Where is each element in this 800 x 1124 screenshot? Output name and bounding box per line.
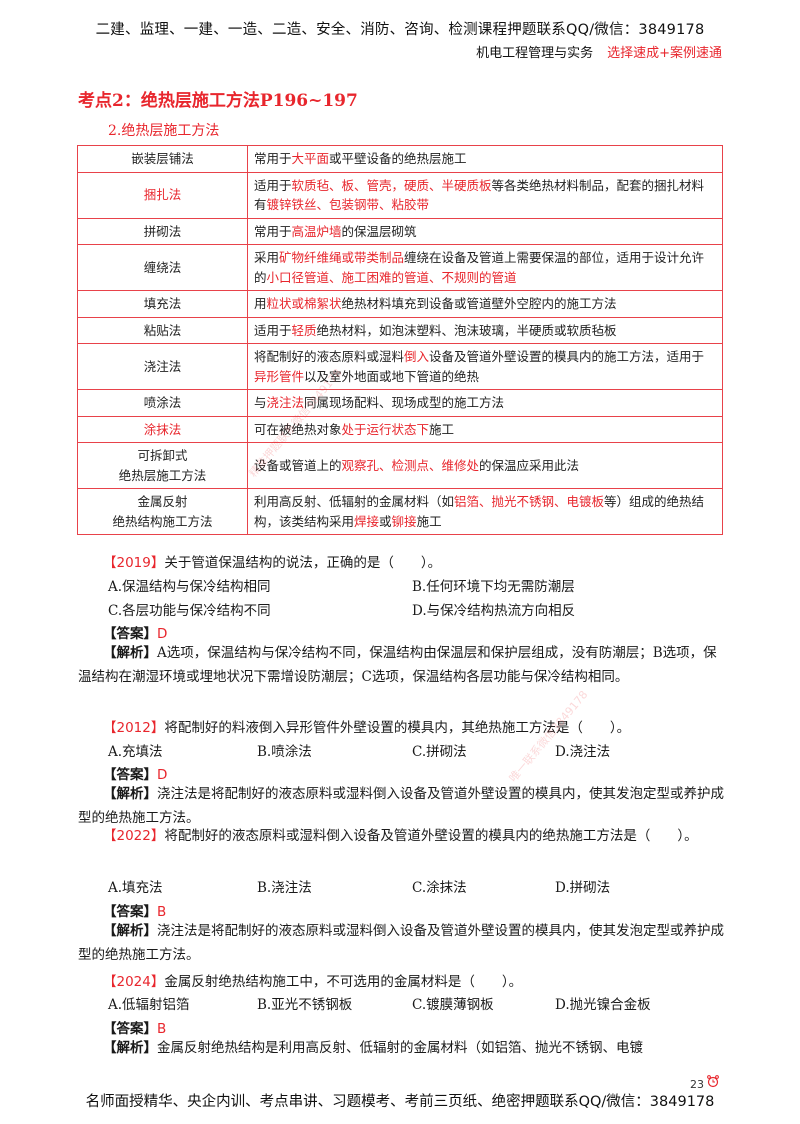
- option-b: B.任何环境下均无需防潮层: [412, 579, 575, 595]
- method-description: 常用于大平面或平壁设备的绝热层施工: [247, 145, 723, 173]
- option-c: C.拼砌法: [412, 744, 467, 760]
- option-a: A.填充法: [108, 880, 163, 896]
- method-name: 涂抹法: [77, 415, 248, 443]
- option-b: B.喷涂法: [257, 744, 312, 760]
- method-description: 可在被绝热对象处于运行状态下施工: [247, 415, 723, 443]
- option-a: A.低辐射铝箔: [108, 997, 190, 1013]
- option-d: D.拼砌法: [555, 880, 611, 896]
- method-description: 采用矿物纤维绳或带类制品缠绕在设备及管道上需要保温的部位，适用于设计允许的小口径…: [247, 244, 723, 291]
- question-year: 【2012】: [103, 720, 165, 736]
- option-d: D.抛光镍合金板: [555, 997, 651, 1013]
- alarm-clock-icon: [707, 1075, 719, 1088]
- table-row: 缠绕法 采用矿物纤维绳或带类制品缠绕在设备及管道上需要保温的部位，适用于设计允许的…: [77, 244, 723, 291]
- method-name: 拼砌法: [77, 217, 248, 245]
- header-subject: 机电工程管理与实务: [476, 46, 594, 61]
- method-name: 填充法: [77, 290, 248, 318]
- method-name: 浇注法: [77, 343, 248, 390]
- analysis-2012: 【解析】浇注法是将配制好的液态原料或湿料倒入设备及管道外壁设置的模具内，使其发泡…: [78, 786, 724, 826]
- method-name: 可拆卸式 绝热层施工方法: [77, 442, 248, 489]
- section-title: 考点2：绝热层施工方法P196~197: [78, 91, 358, 111]
- table-row: 金属反射 绝热结构施工方法 利用高反射、低辐射的金属材料（如铝箔、抛光不锈钢、电镀板…: [77, 488, 723, 535]
- option-b: B.浇注法: [257, 880, 312, 896]
- option-c: C.涂抹法: [412, 880, 467, 896]
- question-2022-stem: 【2022】将配制好的液态原料或湿料倒入设备及管道外壁设置的模具内的绝热施工方法…: [103, 828, 698, 844]
- option-c: C.镀膜薄钢板: [412, 997, 494, 1013]
- watermark: 唯一联系微信3849178: [506, 688, 591, 785]
- method-name: 喷涂法: [77, 389, 248, 417]
- method-description: 适用于软质毡、板、管壳，硬质、半硬质板等各类绝热材料制品，配套的捆扎材料有镀锌铁…: [247, 171, 723, 219]
- insulation-methods-table: 嵌装层铺法 常用于大平面或平壁设备的绝热层施工 捆扎法 适用于软质毡、板、管壳，硬质、…: [77, 145, 723, 535]
- option-c: C.各层功能与保冷结构不同: [108, 603, 271, 619]
- method-name: 金属反射 绝热结构施工方法: [77, 488, 248, 535]
- question-year: 【2019】: [103, 555, 165, 571]
- analysis-2022: 【解析】浇注法是将配制好的液态原料或湿料倒入设备及管道外壁设置的模具内，使其发泡…: [78, 923, 724, 963]
- method-description: 常用于高温炉墙的保温层砌筑: [247, 217, 723, 245]
- table-row: 粘贴法 适用于轻质绝热材料，如泡沫塑料、泡沫玻璃，半硬质或软质毡板: [77, 316, 723, 344]
- answer-value: D: [157, 626, 168, 642]
- question-2012-stem: 【2012】将配制好的料液倒入异形管件外壁设置的模具内，其绝热施工方法是（ ）。: [103, 720, 631, 736]
- header-banner: 二建、监理、一建、一造、二造、安全、消防、咨询、检测课程押题联系QQ/微信：38…: [95, 22, 705, 38]
- question-year: 【2022】: [103, 828, 165, 844]
- method-name: 缠绕法: [77, 244, 248, 291]
- answer-2022: 【答案】B: [103, 904, 167, 920]
- option-d: D.与保冷结构热流方向相反: [412, 603, 576, 619]
- header-subject-line: 机电工程管理与实务 选择速成+案例速通: [476, 42, 722, 61]
- option-b: B.亚光不锈钢板: [257, 997, 353, 1013]
- answer-2012: 【答案】D: [103, 767, 168, 783]
- method-description: 利用高反射、低辐射的金属材料（如铝箔、抛光不锈钢、电镀板等）组成的绝热结构，该类…: [247, 488, 723, 535]
- method-description: 设备或管道上的观察孔、检测点、维修处的保温应采用此法: [247, 442, 723, 489]
- section-subtitle: 2.绝热层施工方法: [108, 123, 220, 139]
- option-d: D.浇注法: [555, 744, 611, 760]
- table-row: 嵌装层铺法 常用于大平面或平壁设备的绝热层施工: [77, 145, 723, 173]
- question-2019-stem: 【2019】关于管道保温结构的说法，正确的是（ ）。: [103, 555, 442, 571]
- table-row: 捆扎法 适用于软质毡、板、管壳，硬质、半硬质板等各类绝热材料制品，配套的捆扎材料有…: [77, 171, 723, 219]
- method-name: 嵌装层铺法: [77, 145, 248, 173]
- table-row: 可拆卸式 绝热层施工方法 设备或管道上的观察孔、检测点、维修处的保温应采用此法: [77, 442, 723, 489]
- page-number: 23: [690, 1078, 704, 1091]
- answer-value: B: [157, 904, 167, 920]
- table-row: 拼砌法 常用于高温炉墙的保温层砌筑: [77, 217, 723, 245]
- table-row: 浇注法 将配制好的液态原料或湿料倒入设备及管道外壁设置的模具内的施工方法，适用于异…: [77, 343, 723, 390]
- method-description: 将配制好的液态原料或湿料倒入设备及管道外壁设置的模具内的施工方法，适用于异形管件…: [247, 343, 723, 390]
- question-2024-stem: 【2024】金属反射绝热结构施工中，不可选用的金属材料是（ ）。: [103, 974, 523, 990]
- answer-2019: 【答案】D: [103, 626, 168, 642]
- method-description: 适用于轻质绝热材料，如泡沫塑料、泡沫玻璃，半硬质或软质毡板: [247, 316, 723, 344]
- answer-2024: 【答案】B: [103, 1021, 167, 1037]
- table-row: 填充法 用粒状或棉絮状绝热材料填充到设备或管道壁外空腔内的施工方法: [77, 290, 723, 318]
- analysis-2019: 【解析】A选项，保温结构与保冷结构不同，保温结构由保温层和保护层组成，没有防潮层…: [78, 645, 717, 685]
- question-year: 【2024】: [103, 974, 165, 990]
- method-name: 粘贴法: [77, 316, 248, 344]
- method-description: 用粒状或棉絮状绝热材料填充到设备或管道壁外空腔内的施工方法: [247, 290, 723, 318]
- option-a: A.保温结构与保冷结构相同: [108, 579, 271, 595]
- footer-banner: 名师面授精华、央企内训、考点串讲、习题模考、考前三页纸、绝密押题联系QQ/微信：…: [85, 1094, 715, 1110]
- method-name: 捆扎法: [77, 171, 248, 219]
- table-row: 喷涂法 与浇注法同属现场配料、现场成型的施工方法: [77, 389, 723, 417]
- analysis-2024: 【解析】金属反射绝热结构是利用高反射、低辐射的金属材料（如铝箔、抛光不锈钢、电镀: [103, 1040, 643, 1056]
- option-a: A.充填法: [108, 744, 163, 760]
- answer-value: D: [157, 767, 168, 783]
- table-row: 涂抹法 可在被绝热对象处于运行状态下施工: [77, 415, 723, 443]
- answer-value: B: [157, 1021, 167, 1037]
- header-course: 选择速成+案例速通: [607, 46, 722, 61]
